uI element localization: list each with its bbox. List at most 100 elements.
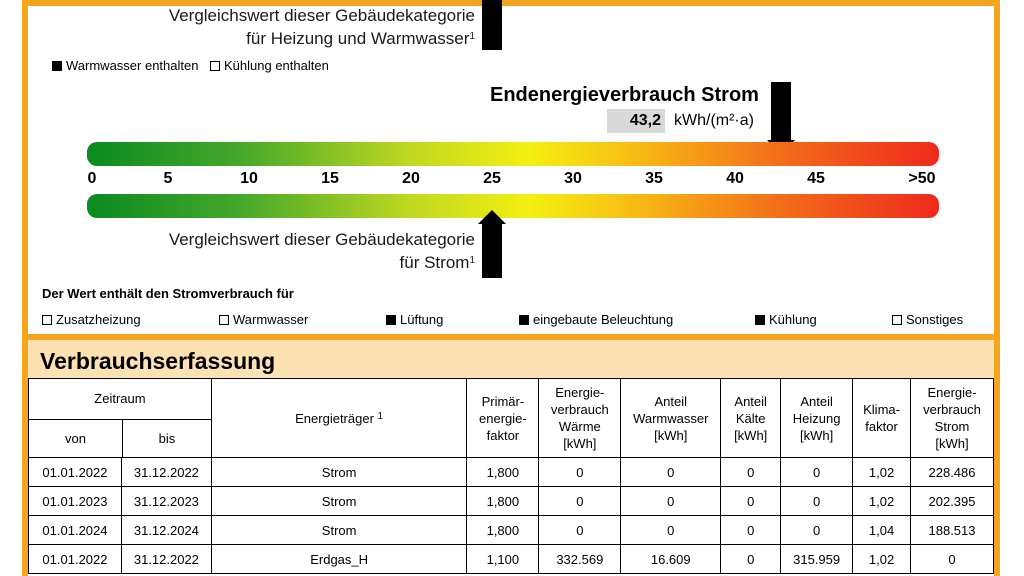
includes-title: Der Wert enthält den Stromverbrauch für [42, 286, 294, 301]
tick-label: 15 [321, 170, 339, 187]
reference-heat-line2: für Heizung und Warmwasser [246, 29, 470, 48]
cell-anteil-warmwasser: 0 [620, 457, 722, 487]
cell-anteil-warmwasser: 0 [620, 486, 722, 516]
reference-strom-marker [478, 210, 506, 278]
cell-anteil-kaelte: 0 [720, 544, 782, 574]
include-item-sonstiges: Sonstiges [892, 312, 963, 327]
table-row: 01.01.2024 31.12.2024 Strom 1,800 0 0 0 … [28, 515, 994, 545]
cell-von: 01.01.2022 [28, 544, 122, 574]
cell-verbrauch-strom: 0 [910, 544, 994, 574]
heat-option-kuehlung: Kühlung enthalten [210, 58, 329, 73]
cell-anteil-kaelte: 0 [720, 486, 782, 516]
header-klimafaktor: Klima-faktor [852, 378, 912, 458]
cell-energietraeger: Erdgas_H [210, 544, 468, 574]
section-header: Verbrauchserfassung [28, 340, 994, 378]
tick-label: 35 [645, 170, 663, 187]
cell-verbrauch-strom: 188.513 [910, 515, 994, 545]
cell-primaerenergiefaktor: 1,100 [466, 544, 540, 574]
cell-primaerenergiefaktor: 1,800 [466, 457, 540, 487]
table-row: 01.01.2022 31.12.2022 Erdgas_H 1,100 332… [28, 544, 994, 574]
cell-verbrauch-waerme: 0 [538, 486, 622, 516]
cell-von: 01.01.2022 [28, 457, 122, 487]
cell-von: 01.01.2024 [28, 515, 122, 545]
cell-bis: 31.12.2023 [120, 486, 212, 516]
tick-label: 40 [726, 170, 744, 187]
cell-primaerenergiefaktor: 1,800 [466, 486, 540, 516]
checkbox-icon [519, 314, 529, 325]
header-zeitraum-label: Zeitraum [29, 379, 211, 420]
include-item-label: Zusatzheizung [56, 312, 141, 327]
header-anteil-warmwasser: Anteil Warmwasser [kWh] [620, 378, 722, 458]
header-anteil-kaelte: Anteil Kälte [kWh] [720, 378, 782, 458]
header-anteil-heizung: Anteil Heizung [kWh] [780, 378, 854, 458]
include-item-beleuchtung: eingebaute Beleuchtung [519, 312, 673, 327]
reference-heat-marker [482, 0, 502, 50]
include-item-label: Kühlung [769, 312, 817, 327]
section-title: Verbrauchserfassung [40, 348, 276, 374]
cell-klimafaktor: 1,04 [852, 515, 912, 545]
header-energietraeger: Energieträger 1 [210, 378, 468, 458]
cell-verbrauch-waerme: 332.569 [538, 544, 622, 574]
include-item-label: Sonstiges [906, 312, 964, 327]
header-bis: bis [158, 431, 176, 446]
reference-strom-footnote: 1 [469, 255, 475, 266]
heat-option-label: Warmwasser enthalten [66, 58, 199, 73]
frame-divider [22, 334, 1000, 340]
cell-bis: 31.12.2022 [120, 544, 212, 574]
consumption-table: Zeitraum von bis Energieträger 1 Primär-… [28, 378, 994, 574]
cell-energietraeger: Strom [210, 515, 468, 545]
header-primaerenergiefaktor: Primär-energie-faktor [466, 378, 540, 458]
header-verbrauch-waerme: Energie-verbrauch Wärme [kWh] [538, 378, 622, 458]
reference-heat-line1: Vergleichswert dieser Gebäudekategorie [168, 6, 475, 25]
cell-verbrauch-strom: 228.486 [910, 457, 994, 487]
scale-bar-top [87, 142, 939, 166]
frame-right-border [994, 0, 1000, 576]
cell-energietraeger: Strom [210, 457, 468, 487]
include-item-label: eingebaute Beleuchtung [533, 312, 674, 327]
cell-verbrauch-waerme: 0 [538, 515, 622, 545]
cell-anteil-kaelte: 0 [720, 515, 782, 545]
tick-label: 0 [87, 170, 97, 187]
tick-label: 30 [564, 170, 582, 187]
tick-label: 25 [483, 170, 501, 187]
cell-anteil-heizung: 0 [780, 486, 854, 516]
frame-top-border [22, 0, 1000, 6]
cell-energietraeger: Strom [210, 486, 468, 516]
energy-value: 43,2 [607, 109, 665, 133]
cell-primaerenergiefaktor: 1,800 [466, 515, 540, 545]
include-item-kuehlung: Kühlung [755, 312, 817, 327]
tick-label: 10 [240, 170, 258, 187]
cell-anteil-heizung: 0 [780, 457, 854, 487]
heat-option-warmwasser: Warmwasser enthalten [52, 58, 198, 73]
header-zeitraum: Zeitraum von bis [28, 378, 212, 458]
energy-unit: kWh/(m²·a) [674, 112, 754, 129]
checkbox-icon [42, 314, 52, 325]
cell-anteil-kaelte: 0 [720, 457, 782, 487]
tick-label: >50 [908, 170, 936, 187]
cell-bis: 31.12.2022 [120, 457, 212, 487]
cell-verbrauch-strom: 202.395 [910, 486, 994, 516]
tick-label: 45 [807, 170, 825, 187]
table-header-row: Zeitraum von bis Energieträger 1 Primär-… [28, 378, 994, 458]
checkbox-icon [386, 314, 396, 325]
include-item-lueftung: Lüftung [386, 312, 443, 327]
cell-von: 01.01.2023 [28, 486, 122, 516]
checkbox-icon [52, 60, 62, 71]
include-item-label: Warmwasser [233, 312, 309, 327]
reference-strom-line2: für Strom [399, 253, 470, 272]
include-item-warmwasser: Warmwasser [219, 312, 308, 327]
cell-klimafaktor: 1,02 [852, 486, 912, 516]
cell-anteil-heizung: 315.959 [780, 544, 854, 574]
tick-label: 5 [163, 170, 173, 187]
checkbox-icon [755, 314, 765, 325]
cell-anteil-warmwasser: 0 [620, 515, 722, 545]
include-item-zusatzheizung: Zusatzheizung [42, 312, 141, 327]
cell-verbrauch-waerme: 0 [538, 457, 622, 487]
heat-option-label: Kühlung enthalten [224, 58, 329, 73]
reference-heat-footnote: 1 [469, 31, 475, 42]
scale-bar-bottom [87, 194, 939, 218]
tick-label: 20 [402, 170, 420, 187]
table-row: 01.01.2022 31.12.2022 Strom 1,800 0 0 0 … [28, 457, 994, 487]
frame-left-border [22, 0, 28, 576]
header-verbrauch-strom: Energie-verbrauch Strom [kWh] [910, 378, 994, 458]
